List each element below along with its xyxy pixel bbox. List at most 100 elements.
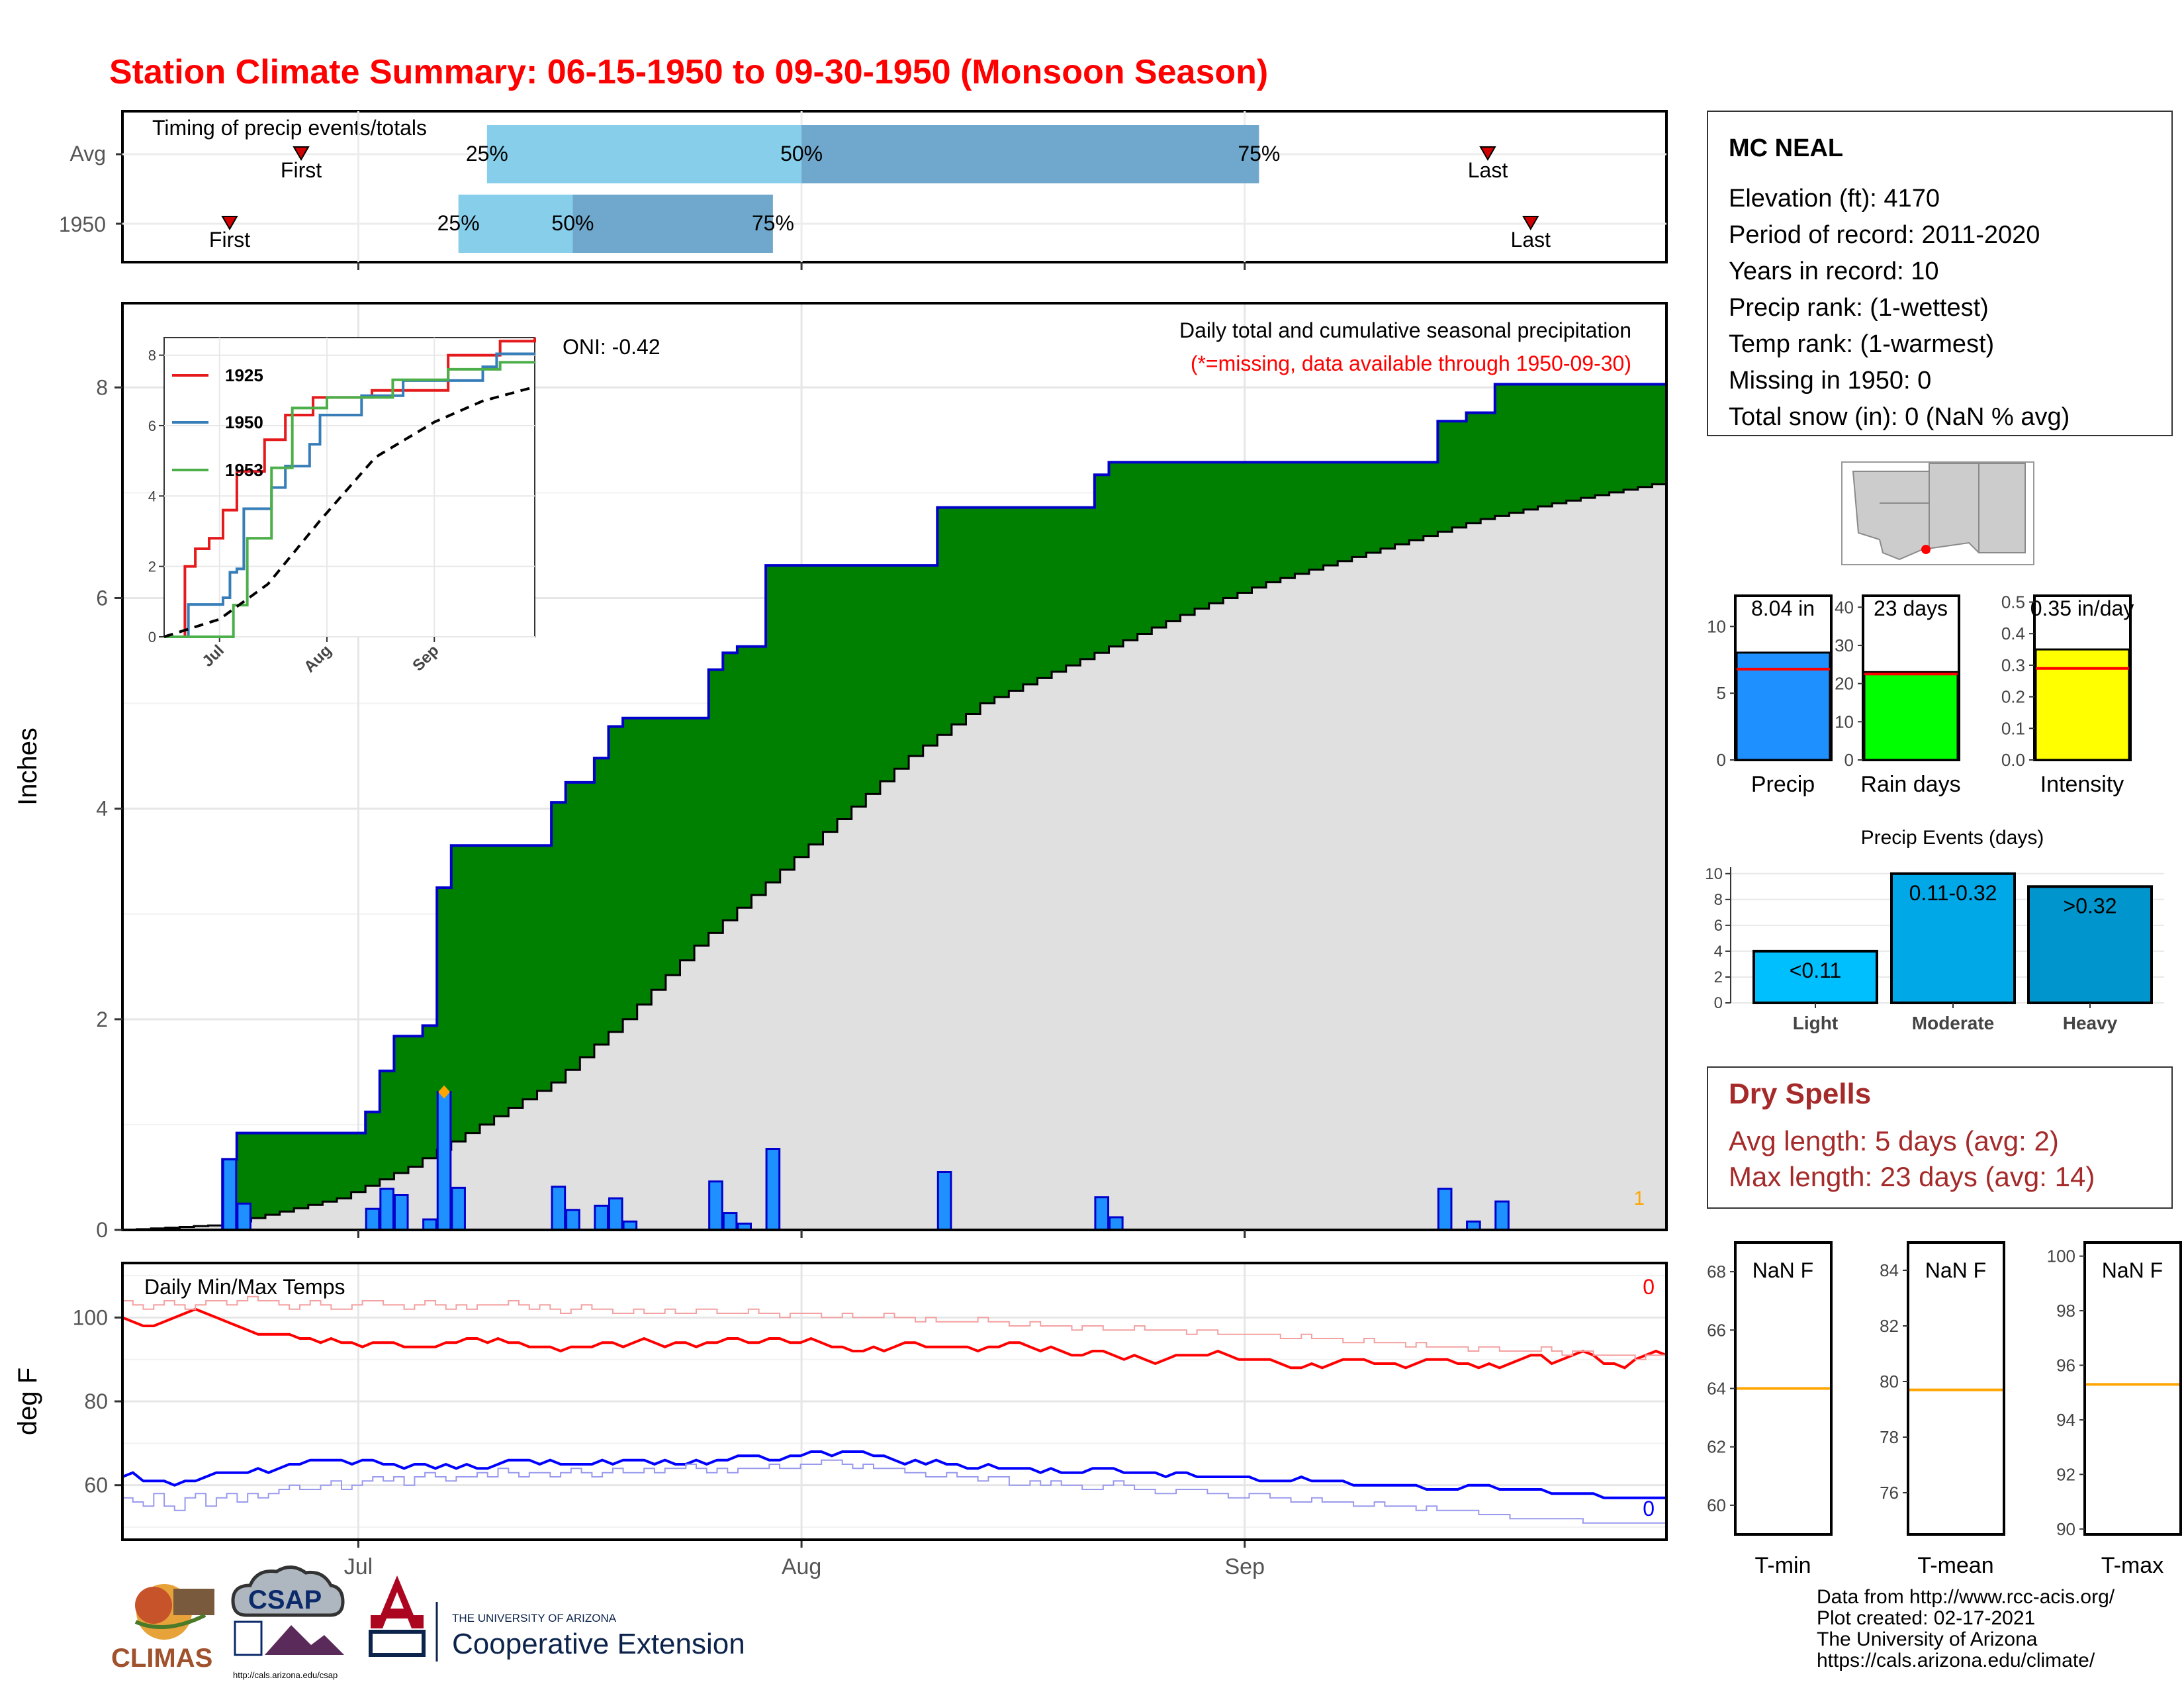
events-y-tick-label: 2 [1714,968,1723,986]
climas-logo: CLIMAS [111,1584,214,1673]
station-frame [1707,111,2173,436]
footer-line: The University of Arizona [1817,1628,2038,1650]
timing-row-label-year: 1950 [59,212,106,236]
ua-big-text: Cooperative Extension [452,1628,745,1660]
station-line: Precip rank: (1-wettest) [1729,294,1989,322]
ua-logo: THE UNIVERSITY OF ARIZONA Cooperative Ex… [369,1575,745,1662]
y-tick-label: 2 [96,1008,108,1031]
timing-last-marker [1479,146,1496,161]
summary-bar [1735,651,1831,761]
daily-precip-bar [222,1158,238,1231]
summary-bar-panels: 8.04 in 0 5 10 Precip 23 days 0 10 20 30 40 Rain da… [1707,592,2134,797]
temp-summary-y-tick-label: 64 [1707,1379,1726,1399]
temp-normal-line [122,1295,1667,1360]
summary-y-tick-label: 0.1 [2001,718,2025,738]
temp-summary-y-tick-label: 68 [1707,1262,1726,1282]
temp-x-tick-label: Sep [1224,1554,1265,1579]
temp-observed-line [122,1450,1666,1499]
temp-summary-y-tick-label: 90 [2056,1519,2075,1539]
missing-marker [438,1085,451,1099]
events-y-tick-label: 0 [1714,994,1723,1012]
temp-summary-y-tick-label: 94 [2056,1410,2075,1430]
dry-spells-box: Dry Spells Avg length: 5 days (avg: 2) M… [1707,1066,2173,1209]
summary-y-tick-label: 0.2 [2001,687,2025,707]
daily-precip-bar [565,1209,580,1231]
ua-small-text: THE UNIVERSITY OF ARIZONA [452,1612,617,1624]
timing-q25-label: 25% [437,211,480,235]
summary-y-tick-label: 30 [1835,635,1854,655]
station-line: Temp rank: (1-warmest) [1729,330,1994,358]
y-tick-label: 0 [96,1218,108,1242]
temp-frame [121,1262,1668,1541]
temp-x-tick-label: Aug [782,1554,822,1579]
timing-q75-label: 75% [752,211,794,235]
dry-spells-avg: Avg length: 5 days (avg: 2) [1729,1125,2059,1156]
timing-panel: Timing of precip events/totals 25% 50% 75%… [59,110,1668,263]
precip-events-chart: Precip Events (days) 0 2 4 6 8 10 <0.11 Light 0.… [1705,827,2164,1033]
temp-summary-y-tick-label: 60 [1707,1495,1726,1515]
summary-category-label: Rain days [1860,772,1960,797]
temp-summary-y-tick-label: 82 [1880,1316,1899,1336]
csap-logo: CSAP http://cals.arizona.edu/csap [231,1566,345,1680]
summary-value-label: 0.35 in/day [2030,596,2134,620]
temp-summary-y-tick-label: 66 [1707,1320,1726,1340]
temp-summary-y-tick-label: 84 [1880,1260,1899,1280]
inset-legend-label: 1953 [225,460,263,480]
daily-precip-bar [236,1202,251,1231]
inset-series-line [181,338,536,638]
dry-spells-frame [1707,1066,2173,1209]
temp-y-tick-label: 100 [73,1305,108,1329]
temp-summary-y-tick-label: 92 [2056,1464,2075,1484]
timing-q75-label: 75% [1238,142,1280,165]
temp-summary-y-tick-label: 76 [1880,1483,1899,1503]
timing-q25-label: 25% [466,142,508,165]
daily-precip-bar [594,1204,609,1231]
events-bar [1890,872,2016,1005]
precip-events-title: Precip Events (days) [1861,827,2044,849]
dry-spells-max: Max length: 23 days (avg: 14) [1729,1161,2095,1192]
main-subtitle: Daily total and cumulative seasonal prec… [1179,318,1631,342]
temp-y-tick-label: 80 [84,1389,108,1413]
temp-summary-y-tick-label: 62 [1707,1437,1726,1457]
temp-summary-frame [2083,1241,2182,1536]
climas-wordmark: CLIMAS [111,1644,212,1673]
summary-bar [1863,671,1959,761]
timing-first-marker [221,216,238,230]
timing-last-label: Last [1511,228,1551,252]
summary-y-tick-label: 0 [1717,750,1726,770]
summary-y-tick-label: 10 [1835,712,1854,731]
footer-line: https://cals.arizona.edu/climate/ [1817,1650,2095,1671]
events-y-tick-label: 10 [1705,865,1723,883]
events-category-label: Light [1793,1013,1838,1033]
inset-y-tick-label: 2 [148,559,156,575]
y-tick-label: 6 [96,586,108,610]
events-category-label: Heavy [2063,1013,2118,1033]
daily-precip-bar [708,1180,723,1231]
inset-series-line [164,361,535,638]
oni-value: ONI: -0.42 [563,335,660,359]
main-precip-chart: 0 2 4 6 8 Daily total and cumulative seasona… [13,262,1668,1242]
daily-precip-bar [436,1091,452,1231]
station-line: Elevation (ft): 4170 [1729,185,1940,212]
summary-category-label: Precip [1751,772,1815,797]
events-bar-label: 0.11-0.32 [1909,881,1997,905]
summary-category-label: Intensity [2040,772,2124,797]
temp-summary-value-label: NaN F [1752,1258,1813,1282]
events-bar-label: <0.11 [1790,959,1842,982]
temp-y-tick-label: 60 [84,1474,108,1497]
daily-precip-bar [1094,1196,1110,1231]
state-border [1880,463,1979,553]
station-name: MC NEAL [1729,134,1843,162]
daily-precip-bar [1109,1216,1124,1231]
inset-average-line [163,385,535,638]
daily-precip-bar [551,1186,567,1231]
events-y-tick-label: 8 [1714,891,1723,909]
main-frame [121,302,1668,1231]
timing-first-label: First [281,158,322,182]
timing-row-label-avg: Avg [69,142,106,165]
inset-y-tick-label: 8 [148,348,156,364]
daily-precip-bar [936,1171,952,1231]
timing-bar-q25-q50 [458,195,573,253]
